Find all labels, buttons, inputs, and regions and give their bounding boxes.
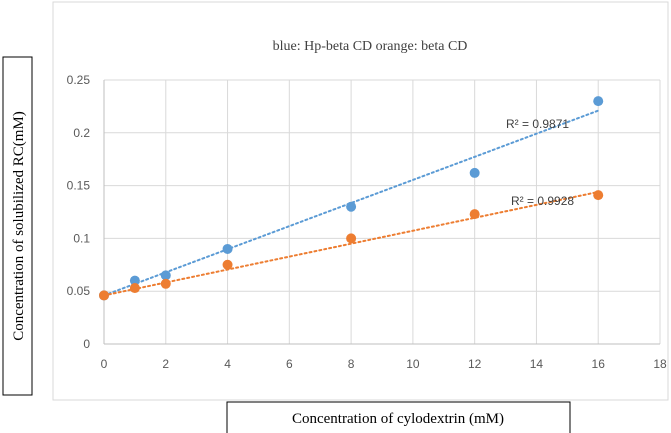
x-tick-label: 0: [101, 357, 108, 371]
chart-area-border: [52, 1, 669, 401]
x-axis-title: Concentration of cylodextrin (mM): [292, 411, 504, 427]
y-tick-label: 0.2: [73, 126, 90, 140]
point-series-2: [346, 233, 357, 244]
point-series-1: [222, 243, 233, 254]
x-tick-label: 6: [286, 357, 293, 371]
trendline-series-1: [103, 109, 600, 297]
r2-labels: R² = 0.9871 R² = 0.9928: [506, 117, 574, 208]
y-axis-title-box: [2, 56, 33, 396]
x-tick-label: 16: [592, 357, 606, 371]
tick-labels: 0 0.05 0.1 0.15 0.2 0.25 0 2 4 6 8 10 12 14 16 18: [67, 73, 667, 371]
x-tick-label: 10: [406, 357, 420, 371]
point-series-2: [593, 190, 604, 201]
point-series-2: [160, 278, 171, 289]
y-tick-label: 0: [83, 337, 90, 351]
point-series-2: [222, 259, 233, 270]
y-tick-label: 0.25: [67, 73, 91, 87]
data-points: [99, 96, 604, 301]
x-tick-label: 14: [530, 357, 544, 371]
y-tick-label: 0.15: [67, 179, 91, 193]
x-tick-label: 2: [162, 357, 169, 371]
point-series-2: [99, 290, 109, 301]
x-tick-label: 8: [348, 357, 355, 371]
point-series-1: [469, 167, 480, 178]
gridlines: [103, 79, 661, 345]
trendlines: [103, 109, 600, 297]
chart-subtitle: blue: Hp-beta CD orange: beta CD: [273, 39, 468, 54]
point-series-1: [593, 96, 604, 107]
x-axis-title-box: [226, 401, 571, 433]
y-tick-label: 0.05: [67, 284, 91, 298]
x-tick-label: 18: [653, 357, 667, 371]
x-tick-label: 12: [468, 357, 482, 371]
y-axis-title: Concentration of solubilized RC(mM): [11, 111, 27, 341]
point-series-1: [346, 201, 357, 212]
y-tick-label: 0.1: [73, 231, 90, 245]
trendline-series-2: [103, 190, 600, 297]
point-series-2: [469, 209, 480, 220]
point-series-2: [129, 283, 140, 294]
point-series-1: [160, 270, 171, 281]
point-series-1: [129, 275, 140, 286]
x-tick-label: 4: [224, 357, 231, 371]
r2-label-series-1: R² = 0.9871: [506, 117, 569, 131]
r2-label-series-2: R² = 0.9928: [511, 194, 574, 208]
